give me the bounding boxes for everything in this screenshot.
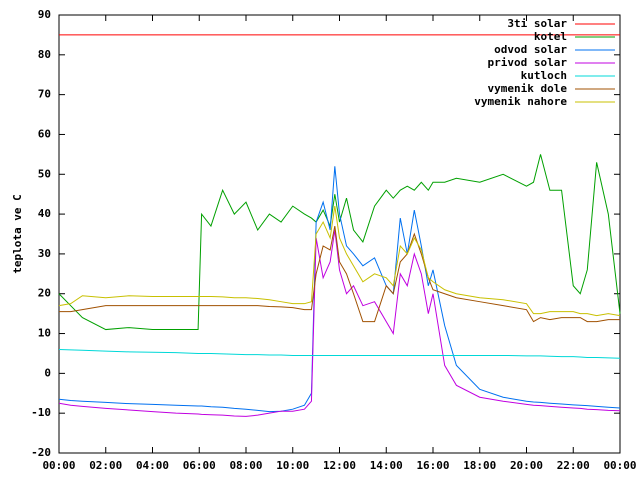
y-tick-label: 70 bbox=[38, 88, 51, 101]
y-tick-label: 20 bbox=[38, 287, 51, 300]
x-tick-label: 12:00 bbox=[323, 459, 356, 472]
legend-label: odvod solar bbox=[494, 43, 567, 56]
y-tick-label: 30 bbox=[38, 247, 51, 260]
x-tick-label: 02:00 bbox=[89, 459, 122, 472]
x-tick-label: 22:00 bbox=[557, 459, 590, 472]
y-tick-label: 90 bbox=[38, 8, 51, 21]
series-line bbox=[58, 154, 621, 331]
x-tick-label: 10:00 bbox=[276, 459, 309, 472]
series-line bbox=[59, 225, 620, 323]
x-tick-label: 08:00 bbox=[229, 459, 262, 472]
series-line bbox=[58, 166, 621, 413]
legend-label: kotel bbox=[534, 30, 567, 43]
legend-label: 3ti solar bbox=[507, 17, 567, 30]
x-tick-label: 18:00 bbox=[463, 459, 496, 472]
x-tick-label: 04:00 bbox=[136, 459, 169, 472]
x-tick-label: 20:00 bbox=[510, 459, 543, 472]
x-tick-label: 16:00 bbox=[416, 459, 449, 472]
legend-label: vymenik dole bbox=[488, 82, 568, 95]
x-tick-label: 14:00 bbox=[370, 459, 403, 472]
y-tick-label: 50 bbox=[38, 167, 51, 180]
y-tick-label: 60 bbox=[38, 127, 51, 140]
legend-label: vymenik nahore bbox=[474, 95, 567, 108]
x-tick-label: 06:00 bbox=[183, 459, 216, 472]
series-line bbox=[58, 348, 621, 359]
y-tick-label: 80 bbox=[38, 48, 51, 61]
series-line bbox=[58, 206, 621, 317]
x-tick-label: 00:00 bbox=[603, 459, 636, 472]
y-tick-label: 10 bbox=[38, 327, 51, 340]
series-line bbox=[58, 229, 621, 417]
y-tick-label: -20 bbox=[31, 446, 51, 459]
y-axis-label: teplota ve C bbox=[11, 194, 24, 273]
x-tick-label: 00:00 bbox=[42, 459, 75, 472]
y-tick-label: 0 bbox=[44, 366, 51, 379]
legend-label: kutloch bbox=[521, 69, 567, 82]
y-tick-label: 40 bbox=[38, 207, 51, 220]
legend-label: privod solar bbox=[488, 56, 568, 69]
y-tick-label: -10 bbox=[31, 406, 51, 419]
